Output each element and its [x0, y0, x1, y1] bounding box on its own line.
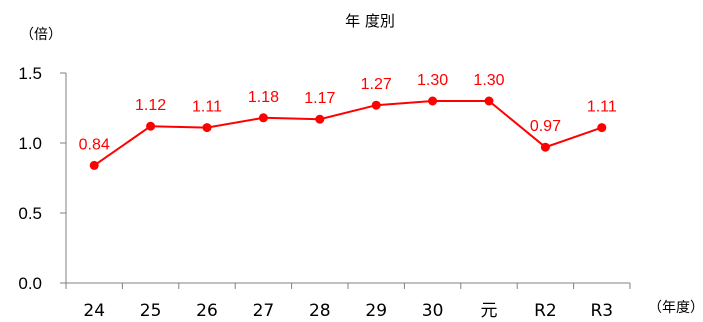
data-point [597, 123, 607, 133]
data-point [89, 160, 99, 170]
y-tick-label: 1.0 [18, 134, 42, 153]
x-tick-label: 27 [253, 301, 275, 321]
chart-title: 年 度別 [345, 12, 395, 30]
series-group: 0.84 1.12 1.11 1.18 1.17 1.27 1.30 1.30 0.97 1.11 [79, 72, 617, 170]
y-tick-label: 0.5 [18, 204, 42, 223]
x-tick-label: 元 [481, 301, 498, 321]
data-label: 0.84 [79, 136, 110, 153]
data-label: 1.30 [417, 72, 448, 89]
series-line [93, 100, 603, 167]
x-tick-label: 24 [83, 301, 105, 321]
data-label: 1.30 [473, 72, 504, 89]
y-axis-ticks: 0.0 0.5 1.0 1.5 [18, 64, 66, 293]
data-label: 1.18 [248, 89, 279, 106]
data-point [540, 142, 550, 152]
x-tick-label: 25 [140, 301, 162, 321]
data-point [146, 121, 156, 131]
x-axis-ticks: 24 25 26 27 28 29 30 元 R2 R3 [65, 283, 631, 321]
data-point [371, 100, 381, 110]
y-tick-label: 0.0 [18, 274, 42, 293]
data-label: 1.11 [587, 99, 617, 116]
x-tick-label: 28 [309, 301, 331, 321]
x-tick-label: R2 [534, 301, 557, 321]
data-label: 0.97 [530, 118, 561, 135]
data-point [315, 114, 325, 124]
y-tick-label: 1.5 [18, 64, 42, 83]
data-label: 1.27 [361, 76, 392, 93]
data-point [484, 96, 494, 106]
x-tick-label: 29 [365, 301, 387, 321]
data-point [428, 96, 438, 106]
x-tick-label: 26 [196, 301, 218, 321]
data-point [202, 123, 212, 133]
x-tick-label: 30 [422, 301, 444, 321]
x-axis-unit-label: （年度） [648, 300, 703, 316]
data-point [258, 113, 268, 123]
data-label: 1.12 [135, 97, 166, 114]
data-label: 1.11 [192, 99, 222, 116]
y-axis-unit-label: （倍） [20, 27, 62, 43]
data-label: 1.17 [304, 90, 335, 107]
x-tick-label: R3 [590, 301, 613, 321]
